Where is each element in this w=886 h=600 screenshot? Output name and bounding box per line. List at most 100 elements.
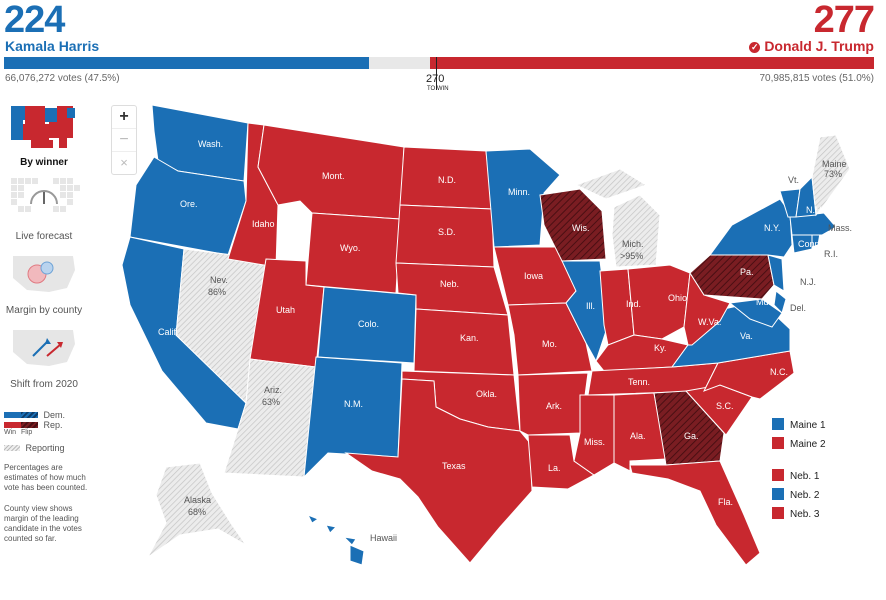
margin-map-icon [13, 256, 75, 292]
label-del: Del. [790, 303, 806, 313]
rep-swatch [772, 437, 784, 449]
district-maine-2[interactable]: Maine 2 [772, 437, 826, 450]
threshold-label: TO WIN [427, 86, 449, 92]
district-neb-1[interactable]: Neb. 1 [772, 469, 826, 482]
label-ind: Ind. [626, 299, 641, 309]
state-hawaii-2[interactable] [325, 524, 338, 534]
view-label: By winner [20, 157, 68, 168]
reporting-swatch [4, 445, 20, 451]
label-alaska-pct: 68% [188, 507, 206, 517]
state-texas[interactable] [344, 378, 533, 564]
label-alaska: Alaska [184, 495, 211, 505]
state-oregon[interactable] [129, 156, 247, 256]
district-maine-1[interactable]: Maine 1 [772, 418, 826, 431]
trump-name-row: ✓ Donald J. Trump [749, 38, 874, 54]
district-neb-2[interactable]: Neb. 2 [772, 488, 826, 501]
label-mont: Mont. [322, 171, 345, 181]
label-ariz: Ariz. [264, 385, 282, 395]
state-wyoming[interactable] [305, 212, 401, 294]
label-wis: Wis. [572, 223, 590, 233]
label-md: Md. [756, 297, 771, 307]
label-ri: R.I. [824, 249, 838, 259]
district-label: Neb. 3 [790, 509, 820, 520]
view-label: Shift from 2020 [10, 379, 78, 390]
dem-key-label: Dem. [43, 410, 66, 420]
view-label: Margin by county [5, 305, 83, 316]
label-pa: Pa. [740, 267, 754, 277]
rep-swatch [772, 507, 784, 519]
label-ore: Ore. [180, 199, 198, 209]
state-wisconsin[interactable] [539, 188, 607, 262]
label-fla: Fla. [718, 497, 733, 507]
state-mississippi[interactable] [573, 394, 615, 476]
label-kan: Kan. [460, 333, 479, 343]
view-live-forecast[interactable]: Live forecast [4, 174, 84, 242]
label-ky: Ky. [654, 343, 666, 353]
label-iowa: Iowa [524, 271, 543, 281]
win-key-label: Win [4, 429, 17, 436]
harris-popular-votes: 66,076,272 votes (47.5%) [5, 73, 120, 84]
us-electoral-map: Wash. Ore. Calif. Nev. 86% Idaho Mont. W… [121, 104, 852, 566]
label-neb: Neb. [440, 279, 459, 289]
label-hawaii: Hawaii [370, 533, 397, 543]
label-nm: N.M. [344, 399, 363, 409]
label-sc: S.C. [716, 401, 734, 411]
state-delaware[interactable] [773, 290, 787, 314]
district-label: Maine 2 [790, 439, 826, 450]
view-label: Live forecast [15, 231, 73, 242]
label-okla: Okla. [476, 389, 497, 399]
label-calif: Calif. [158, 327, 179, 337]
label-conn: Conn. [798, 239, 822, 249]
district-neb-3[interactable]: Neb. 3 [772, 507, 826, 520]
label-nev: Nev. [210, 275, 228, 285]
state-alaska[interactable] [147, 462, 247, 558]
rep-win-swatch [4, 422, 21, 428]
zoom-out-button[interactable]: − [112, 129, 136, 152]
state-pennsylvania[interactable] [689, 254, 775, 300]
state-maryland[interactable] [728, 298, 783, 328]
harris-electoral-count: 224 [4, 0, 65, 41]
label-mich-pct: >95% [620, 251, 643, 261]
dem-win-swatch [4, 412, 21, 418]
state-massachusetts[interactable] [789, 212, 837, 236]
state-hawaii-big[interactable] [349, 544, 365, 566]
threshold-value: 270 [426, 73, 445, 85]
view-by-winner[interactable]: By winner [4, 100, 84, 168]
state-maine[interactable] [811, 134, 851, 217]
state-hawaii-3[interactable] [342, 536, 357, 546]
label-mo: Mo. [542, 339, 557, 349]
reset-zoom-button[interactable]: × [120, 155, 128, 170]
state-arkansas[interactable] [517, 372, 589, 436]
state-michigan-up[interactable] [574, 168, 648, 200]
district-label: Neb. 1 [790, 471, 820, 482]
state-hawaii-1[interactable] [306, 514, 320, 524]
dem-flip-swatch [21, 412, 38, 418]
state-florida[interactable] [629, 460, 761, 566]
label-ga: Ga. [684, 431, 699, 441]
label-nh: N.H. [806, 205, 824, 215]
label-mass: Mass. [828, 223, 852, 233]
label-maine-pct: 73% [824, 169, 842, 179]
shift-arrow-icon [13, 330, 75, 366]
label-ariz-pct: 63% [262, 397, 280, 407]
threshold-marker [436, 57, 437, 90]
zoom-in-button[interactable]: + [112, 106, 136, 129]
label-vt: Vt. [788, 175, 799, 185]
district-label: Maine 1 [790, 420, 826, 431]
county-note: County view shows margin of the leading … [4, 504, 82, 543]
forecast-gauge-icon [11, 178, 80, 212]
view-margin-by-county[interactable]: Margin by county [4, 248, 84, 316]
label-ala: Ala. [630, 431, 646, 441]
rep-key-label: Rep. [43, 420, 63, 430]
electoral-progress-bar [4, 57, 874, 69]
label-nc: N.C. [770, 367, 788, 377]
label-ny: N.Y. [764, 223, 780, 233]
trump-popular-votes: 70,985,815 votes (51.0%) [759, 73, 874, 84]
view-shift-from-2020[interactable]: Shift from 2020 [4, 322, 84, 390]
state-michigan[interactable] [611, 194, 661, 268]
zoom-controls: + − × [111, 105, 137, 175]
state-georgia[interactable] [653, 390, 725, 466]
state-new-jersey[interactable] [767, 254, 785, 292]
label-maine: Maine [822, 159, 847, 169]
label-nd: N.D. [438, 175, 456, 185]
